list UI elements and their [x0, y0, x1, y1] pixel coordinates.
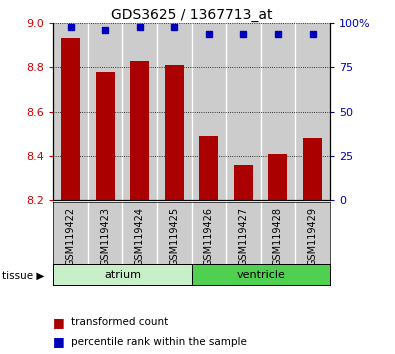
Text: GSM119429: GSM119429 — [308, 207, 318, 266]
Bar — [53, 23, 88, 200]
Text: GSM119424: GSM119424 — [135, 207, 145, 266]
Text: ■: ■ — [53, 335, 65, 348]
Title: GDS3625 / 1367713_at: GDS3625 / 1367713_at — [111, 8, 272, 22]
Bar — [261, 23, 295, 200]
Bar — [61, 39, 80, 200]
Text: GSM119428: GSM119428 — [273, 207, 283, 266]
Text: transformed count: transformed count — [71, 317, 168, 327]
Bar — [96, 72, 115, 200]
Text: tissue ▶: tissue ▶ — [2, 270, 44, 280]
Text: GSM119423: GSM119423 — [100, 207, 110, 266]
Bar — [303, 138, 322, 200]
Text: ■: ■ — [53, 316, 65, 329]
Bar — [88, 23, 122, 200]
Text: percentile rank within the sample: percentile rank within the sample — [71, 337, 247, 347]
Bar — [165, 65, 184, 200]
Bar — [295, 23, 330, 200]
Text: GSM119422: GSM119422 — [66, 207, 75, 266]
Text: ventricle: ventricle — [236, 270, 285, 280]
Bar — [130, 61, 149, 200]
Bar — [157, 23, 192, 200]
Text: GSM119426: GSM119426 — [204, 207, 214, 266]
Bar — [192, 23, 226, 200]
Bar — [199, 136, 218, 200]
Bar — [53, 264, 192, 285]
Bar — [269, 154, 288, 200]
Bar — [192, 264, 330, 285]
Bar — [122, 23, 157, 200]
Text: atrium: atrium — [104, 270, 141, 280]
Text: GSM119425: GSM119425 — [169, 207, 179, 266]
Bar — [234, 165, 253, 200]
Bar — [226, 23, 261, 200]
Text: GSM119427: GSM119427 — [239, 207, 248, 266]
